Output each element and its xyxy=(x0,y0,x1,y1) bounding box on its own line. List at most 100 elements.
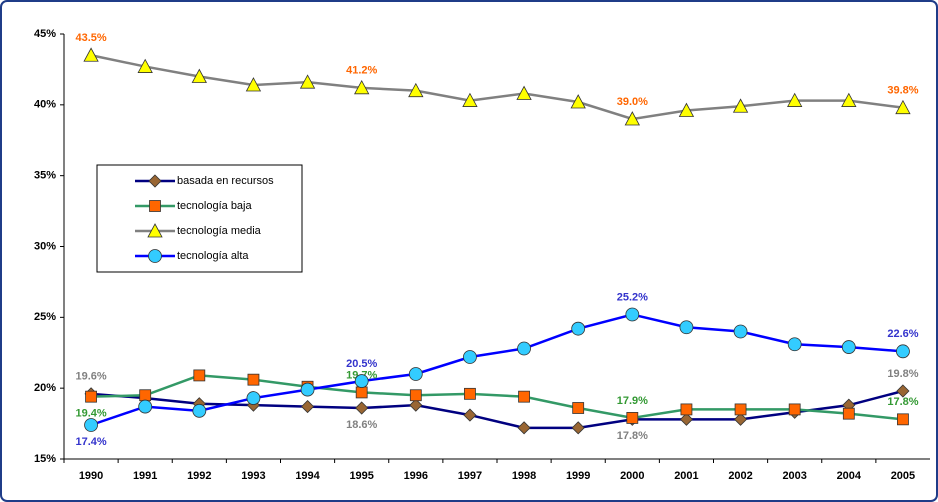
marker xyxy=(517,421,531,435)
data-label: 17.4% xyxy=(75,436,106,448)
marker xyxy=(571,321,586,336)
marker xyxy=(192,403,207,418)
marker xyxy=(355,401,369,415)
legend-label: tecnología media xyxy=(177,225,262,237)
x-tick-label: 2002 xyxy=(728,470,752,482)
marker xyxy=(570,94,586,109)
data-label: 18.6% xyxy=(346,419,377,431)
marker xyxy=(409,389,422,402)
marker xyxy=(355,386,368,399)
data-label: 39.0% xyxy=(617,96,648,108)
marker xyxy=(83,47,99,62)
x-tick-label: 1992 xyxy=(187,470,211,482)
y-tick-label: 20% xyxy=(34,382,56,394)
y-tick-label: 35% xyxy=(34,170,56,182)
legend-box xyxy=(96,164,303,273)
series-line xyxy=(91,374,904,421)
marker xyxy=(409,398,423,412)
marker xyxy=(148,174,162,188)
marker xyxy=(516,85,532,100)
x-tick-label: 1990 xyxy=(79,470,103,482)
marker xyxy=(463,350,477,364)
x-tick-label: 1993 xyxy=(241,470,265,482)
y-tick-label: 25% xyxy=(34,311,56,323)
data-label: 17.8% xyxy=(617,430,648,442)
data-label: 19.8% xyxy=(887,368,918,380)
marker xyxy=(354,79,370,95)
marker xyxy=(571,421,585,435)
marker xyxy=(895,99,911,115)
x-tick-label: 1995 xyxy=(349,470,373,482)
marker xyxy=(148,249,162,263)
x-tick-label: 2001 xyxy=(674,470,698,482)
x-tick-label: 1994 xyxy=(295,470,320,482)
marker xyxy=(191,68,207,83)
marker xyxy=(299,74,316,89)
marker xyxy=(464,387,476,400)
data-label: 17.8% xyxy=(887,396,918,408)
marker xyxy=(788,403,801,416)
marker xyxy=(245,77,262,92)
marker xyxy=(408,367,423,381)
x-tick-label: 1997 xyxy=(458,470,482,482)
marker xyxy=(463,408,477,422)
x-tick-label: 1999 xyxy=(566,470,590,482)
marker xyxy=(897,413,909,426)
data-label: 25.2% xyxy=(617,291,648,303)
data-label: 19.6% xyxy=(75,371,106,383)
marker xyxy=(572,402,585,414)
marker xyxy=(247,373,260,386)
marker xyxy=(137,58,153,73)
marker xyxy=(787,337,802,352)
marker xyxy=(139,389,152,402)
marker xyxy=(408,82,424,98)
series-line xyxy=(90,54,904,121)
marker xyxy=(733,412,748,426)
x-tick-label: 2003 xyxy=(782,470,806,482)
marker xyxy=(354,374,369,388)
data-label: 20.5% xyxy=(346,358,377,370)
x-tick-label: 1996 xyxy=(404,470,428,482)
y-tick-label: 15% xyxy=(34,453,56,465)
x-tick-label: 2000 xyxy=(620,470,644,482)
data-label: 19.4% xyxy=(75,408,106,420)
marker xyxy=(733,324,748,339)
marker xyxy=(732,98,749,113)
marker xyxy=(138,399,153,414)
y-tick-label: 30% xyxy=(34,240,56,252)
marker xyxy=(787,92,803,107)
marker xyxy=(517,341,531,356)
x-tick-label: 2005 xyxy=(891,470,915,482)
data-label: 43.5% xyxy=(75,32,106,44)
legend: basada en recursos tecnología baja tecnolo… xyxy=(96,164,303,273)
legend-label: tecnología alta xyxy=(177,250,249,262)
marker xyxy=(841,340,856,354)
y-tick-label: 45% xyxy=(34,28,56,40)
marker xyxy=(193,369,206,382)
y-tick-label: 40% xyxy=(34,99,56,111)
marker xyxy=(518,390,530,403)
data-label: 41.2% xyxy=(346,65,377,77)
marker xyxy=(679,412,694,426)
marker xyxy=(626,412,639,424)
legend-label: basada en recursos xyxy=(177,175,274,187)
marker xyxy=(679,320,694,335)
marker xyxy=(462,92,478,107)
marker xyxy=(624,111,640,126)
x-tick-label: 2004 xyxy=(837,470,862,482)
marker xyxy=(678,102,695,117)
marker xyxy=(84,418,98,432)
marker xyxy=(625,307,640,322)
marker xyxy=(246,391,261,405)
legend-label: tecnología baja xyxy=(177,200,252,212)
marker xyxy=(841,92,857,107)
marker xyxy=(300,400,315,414)
data-label: 17.9% xyxy=(617,395,648,407)
data-label: 22.6% xyxy=(887,328,918,340)
marker xyxy=(680,403,693,416)
marker xyxy=(842,407,855,420)
marker xyxy=(147,223,163,238)
